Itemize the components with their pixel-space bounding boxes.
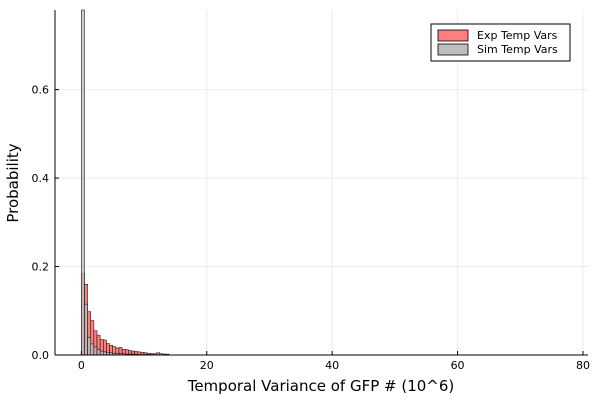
- y-tick-label: 0.0: [32, 349, 50, 362]
- legend-swatch-exp: [437, 29, 469, 42]
- x-tick-label: 40: [325, 359, 339, 372]
- y-tick-label: 0.4: [32, 172, 50, 185]
- histogram-bars: [81, 9, 170, 356]
- sim-bar: [99, 350, 104, 356]
- x-tick-label: 20: [200, 359, 214, 372]
- sim-bar: [81, 9, 85, 356]
- sim-bar: [96, 349, 101, 356]
- legend: Exp Temp Vars Sim Temp Vars: [430, 23, 571, 62]
- tick-labels: 0 20 40 60 80 0.0 0.2 0.4 0.6: [32, 84, 590, 372]
- legend-swatch-sim: [437, 43, 469, 56]
- legend-label-exp: Exp Temp Vars: [477, 29, 558, 42]
- x-axis-title: Temporal Variance of GFP # (10^6): [187, 377, 455, 395]
- grid: [55, 10, 588, 356]
- sim-bar: [87, 337, 91, 356]
- y-axis-title: Probability: [4, 143, 22, 222]
- axes: [54, 10, 588, 356]
- sim-bar: [90, 343, 95, 356]
- x-tick-label: 80: [576, 359, 590, 372]
- legend-label-sim: Sim Temp Vars: [477, 43, 558, 56]
- sim-bar: [84, 303, 88, 356]
- x-tick-label: 0: [78, 359, 85, 372]
- x-tick-label: 60: [451, 359, 465, 372]
- y-tick-label: 0.6: [32, 84, 50, 97]
- sim-bar: [93, 346, 98, 356]
- y-tick-label: 0.2: [32, 261, 50, 274]
